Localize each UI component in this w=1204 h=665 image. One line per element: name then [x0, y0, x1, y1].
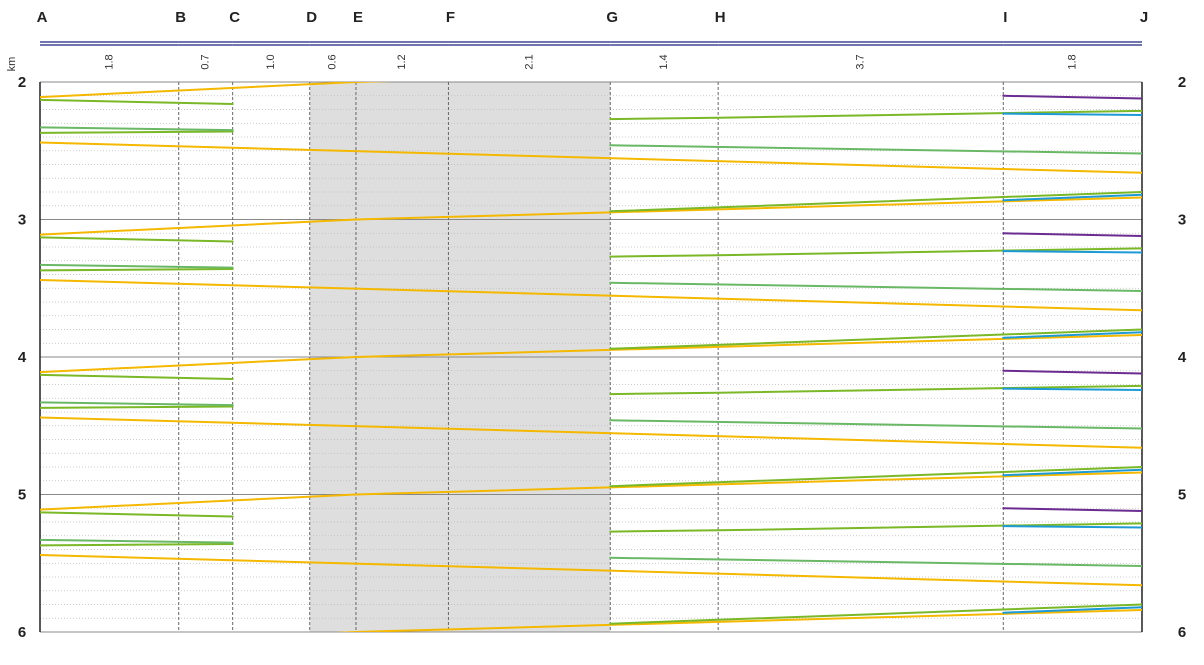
series-line-orange-forward-cont: [355, 334, 1142, 358]
y-tick-label-right: 5: [1178, 487, 1186, 504]
series-line-orange-backward: [40, 279, 1142, 312]
series-line-lime-short: [40, 373, 234, 380]
series-line-lime-AC: [40, 405, 234, 409]
series-line-lime-GJ-up: [609, 328, 1142, 350]
series-line-green-AC: [40, 401, 234, 407]
station-label-B: B: [175, 9, 186, 26]
series-line-orange-forward-cont: [355, 196, 1142, 221]
route-header-layer: [40, 41, 1142, 46]
series-line-orange-forward: [40, 218, 357, 236]
station-label-H: H: [715, 9, 726, 26]
series-line-green-AC: [40, 263, 234, 269]
series-line-purple-IJ: [1002, 369, 1142, 375]
station-label-E: E: [353, 9, 363, 26]
station-label-G: G: [606, 9, 618, 26]
segment-distance-label: 3.7: [855, 54, 867, 69]
y-tick-label-right: 2: [1178, 74, 1186, 91]
station-label-F: F: [446, 9, 455, 26]
y-tick-label-left: 5: [18, 487, 26, 504]
series-line-orange-forward: [335, 631, 357, 632]
series-line-orange-forward-cont: [355, 82, 392, 83]
segment-distance-label: 1.2: [396, 54, 408, 69]
series-line-orange-forward-cont: [355, 471, 1142, 496]
station-label-D: D: [306, 9, 317, 26]
series-line-blue-IJ-up: [1002, 331, 1142, 339]
series-line-lime-AC: [40, 543, 234, 547]
series-line-orange-forward: [40, 493, 357, 511]
series-line-lime-AC: [40, 130, 234, 134]
segment-distance-label: 2.1: [523, 54, 535, 69]
station-label-C: C: [229, 9, 240, 26]
y-tick-label-left: 3: [18, 212, 26, 229]
series-line-lime-GJ: [609, 247, 1142, 258]
series-line-green-AC: [40, 538, 234, 544]
series-line-blue-IJ-up: [1002, 606, 1142, 614]
y-tick-label-right: 4: [1178, 349, 1187, 366]
series-line-green-GJ: [609, 419, 1142, 430]
series-line-blue-IJ: [1002, 250, 1142, 254]
series-line-blue-IJ: [1002, 525, 1142, 529]
series-line-lime-GJ-up: [609, 466, 1142, 488]
label-layer: A B C D E F G H I J1.8 0.7 1.0 0.6 1.2 2.1 1.4 3.7 1.8km2…: [6, 9, 1187, 641]
series-line-lime-GJ-up: [609, 191, 1142, 213]
series-line-purple-IJ: [1002, 232, 1142, 237]
segment-distance-label: 1.8: [1067, 54, 1079, 69]
station-label-I: I: [1003, 9, 1007, 26]
series-line-blue-IJ: [1002, 112, 1142, 116]
series-line-lime-AC: [40, 268, 234, 272]
series-line-blue-IJ-up: [1002, 468, 1142, 477]
series-line-purple-IJ: [1002, 94, 1142, 100]
series-line-lime-GJ: [609, 522, 1142, 533]
y-tick-label-right: 6: [1178, 624, 1186, 641]
segment-distance-label: 0.6: [327, 54, 339, 69]
series-line-blue-IJ: [1002, 387, 1142, 391]
y-unit-label: km: [6, 57, 18, 72]
segment-distance-label: 1.8: [103, 54, 115, 69]
series-layer: [40, 82, 1142, 632]
series-line-orange-forward: [40, 356, 357, 374]
series-line-lime-GJ-up: [609, 603, 1142, 625]
series-line-green-GJ: [609, 556, 1142, 567]
series-line-orange-forward-cont: [355, 609, 1142, 632]
series-line-orange-forward: [40, 82, 357, 99]
y-tick-label-left: 4: [18, 349, 27, 366]
series-line-green-GJ: [609, 144, 1142, 155]
segment-distance-label: 1.4: [658, 54, 670, 69]
series-line-lime-short: [40, 511, 234, 518]
series-line-orange-backward: [40, 416, 1142, 449]
station-label-J: J: [1140, 9, 1148, 26]
series-line-lime-GJ: [609, 109, 1142, 121]
series-line-orange-backward: [40, 141, 1142, 174]
y-tick-label-right: 3: [1178, 212, 1186, 229]
grid-layer: [39, 81, 1143, 633]
series-line-lime-short: [40, 236, 234, 243]
series-line-lime-GJ: [609, 384, 1142, 396]
station-label-A: A: [37, 9, 48, 26]
y-tick-label-left: 2: [18, 74, 26, 91]
series-line-green-AC: [40, 126, 234, 132]
series-line-orange-backward: [40, 554, 1142, 587]
series-line-blue-IJ-up: [1002, 193, 1142, 202]
y-tick-label-left: 6: [18, 624, 26, 641]
series-line-lime-short: [40, 98, 234, 105]
segment-distance-label: 1.0: [265, 54, 277, 69]
segment-distance-label: 0.7: [200, 54, 212, 69]
series-line-purple-IJ: [1002, 507, 1142, 512]
series-line-green-GJ: [609, 281, 1142, 292]
